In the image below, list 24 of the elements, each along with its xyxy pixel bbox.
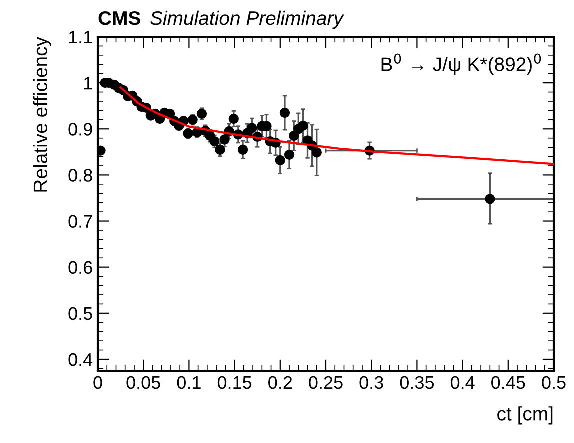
- x-tick-label: 0: [94, 376, 102, 390]
- y-tick-label: 0.6: [68, 261, 92, 274]
- x-tick-label: 0.45: [492, 376, 526, 390]
- y-tick-label: 0.5: [68, 307, 92, 320]
- x-tick-label: 0.05: [126, 376, 160, 390]
- x-tick-label: 0.2: [268, 376, 292, 390]
- x-axis-title: ct [cm]: [498, 406, 553, 425]
- y-tick-label: 0.7: [68, 215, 92, 228]
- x-tick-label: 0.35: [400, 376, 434, 390]
- chart-subtitle: Simulation Preliminary: [150, 10, 344, 30]
- x-tick-label: 0.4: [450, 376, 475, 390]
- y-tick-label: 1.1: [69, 31, 92, 44]
- annotation: B$^{0}$ → J/ψ K*(892)$^{0}$: [382, 54, 542, 76]
- x-tick-label: 0.25: [309, 376, 343, 390]
- y-axis-title: Relative efficiency: [33, 37, 52, 192]
- x-tick-label: 0.5: [542, 376, 566, 390]
- x-tick-label: 0.1: [177, 376, 201, 390]
- y-tick-label: 0.9: [68, 123, 92, 136]
- y-tick-label: 1: [84, 77, 92, 90]
- chart-title: CMS: [98, 11, 140, 26]
- y-tick-label: 0.8: [68, 169, 92, 182]
- x-tick-label: 0.3: [360, 376, 384, 390]
- y-tick-label: 0.4: [68, 353, 93, 366]
- x-tick-label: 0.15: [218, 376, 252, 390]
